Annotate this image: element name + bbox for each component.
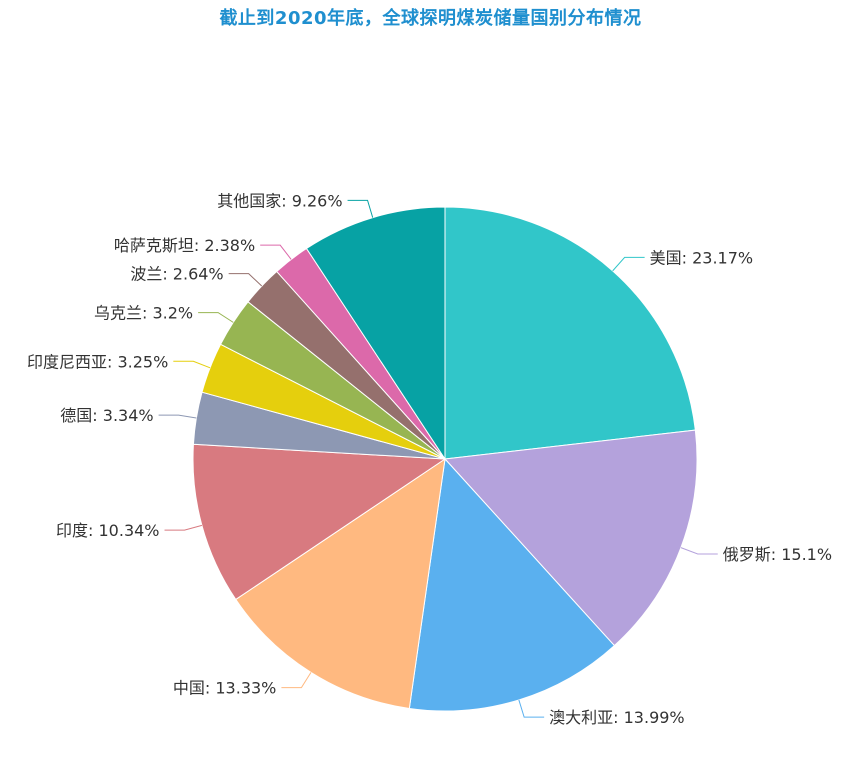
label-leader-11: [347, 199, 374, 218]
slice-label-6: 德国: 3.34%: [60, 406, 153, 425]
slice-label-1: 美国: 23.17%: [650, 248, 754, 267]
slice-label-11: 其他国家: 9.26%: [217, 191, 342, 210]
slice-label-7: 印度尼西亚: 3.25%: [27, 352, 168, 371]
slice-label-9: 波兰: 2.64%: [130, 265, 223, 284]
pie-slice-2[interactable]: [443, 429, 698, 647]
label-leader-2: [680, 547, 718, 555]
pie-slice-3[interactable]: [408, 457, 616, 712]
slice-label-8: 乌克兰: 3.2%: [94, 304, 193, 323]
slice-label-3: 澳大利亚: 13.99%: [549, 708, 685, 727]
slice-label-2: 俄罗斯: 15.1%: [723, 545, 832, 564]
label-leader-10: [260, 244, 292, 260]
slice-label-5: 印度: 10.34%: [56, 521, 160, 540]
pie-slices: [192, 206, 698, 712]
label-leader-9: [228, 273, 263, 287]
slice-label-4: 中国: 13.33%: [173, 679, 277, 698]
pie-slice-11[interactable]: [305, 206, 446, 461]
label-leader-7: [173, 360, 211, 369]
label-leader-5: [164, 524, 203, 531]
slice-label-10: 哈萨克斯坦: 2.38%: [114, 236, 255, 255]
pie-slice-1[interactable]: [444, 206, 696, 460]
label-leader-4: [281, 672, 312, 689]
label-leader-3: [518, 699, 545, 718]
pie-labels: 美国: 23.17% 俄罗斯: 15.1% 澳大利亚: 13.99% 中国: 13.3…: [27, 191, 832, 727]
label-leader-1: [612, 256, 645, 272]
chart-title: 截止到2020年底，全球探明煤炭储量国别分布情况: [219, 8, 642, 29]
label-leader-8: [198, 312, 234, 323]
pie-slice-5[interactable]: [192, 443, 447, 601]
label-leader-6: [158, 414, 197, 419]
